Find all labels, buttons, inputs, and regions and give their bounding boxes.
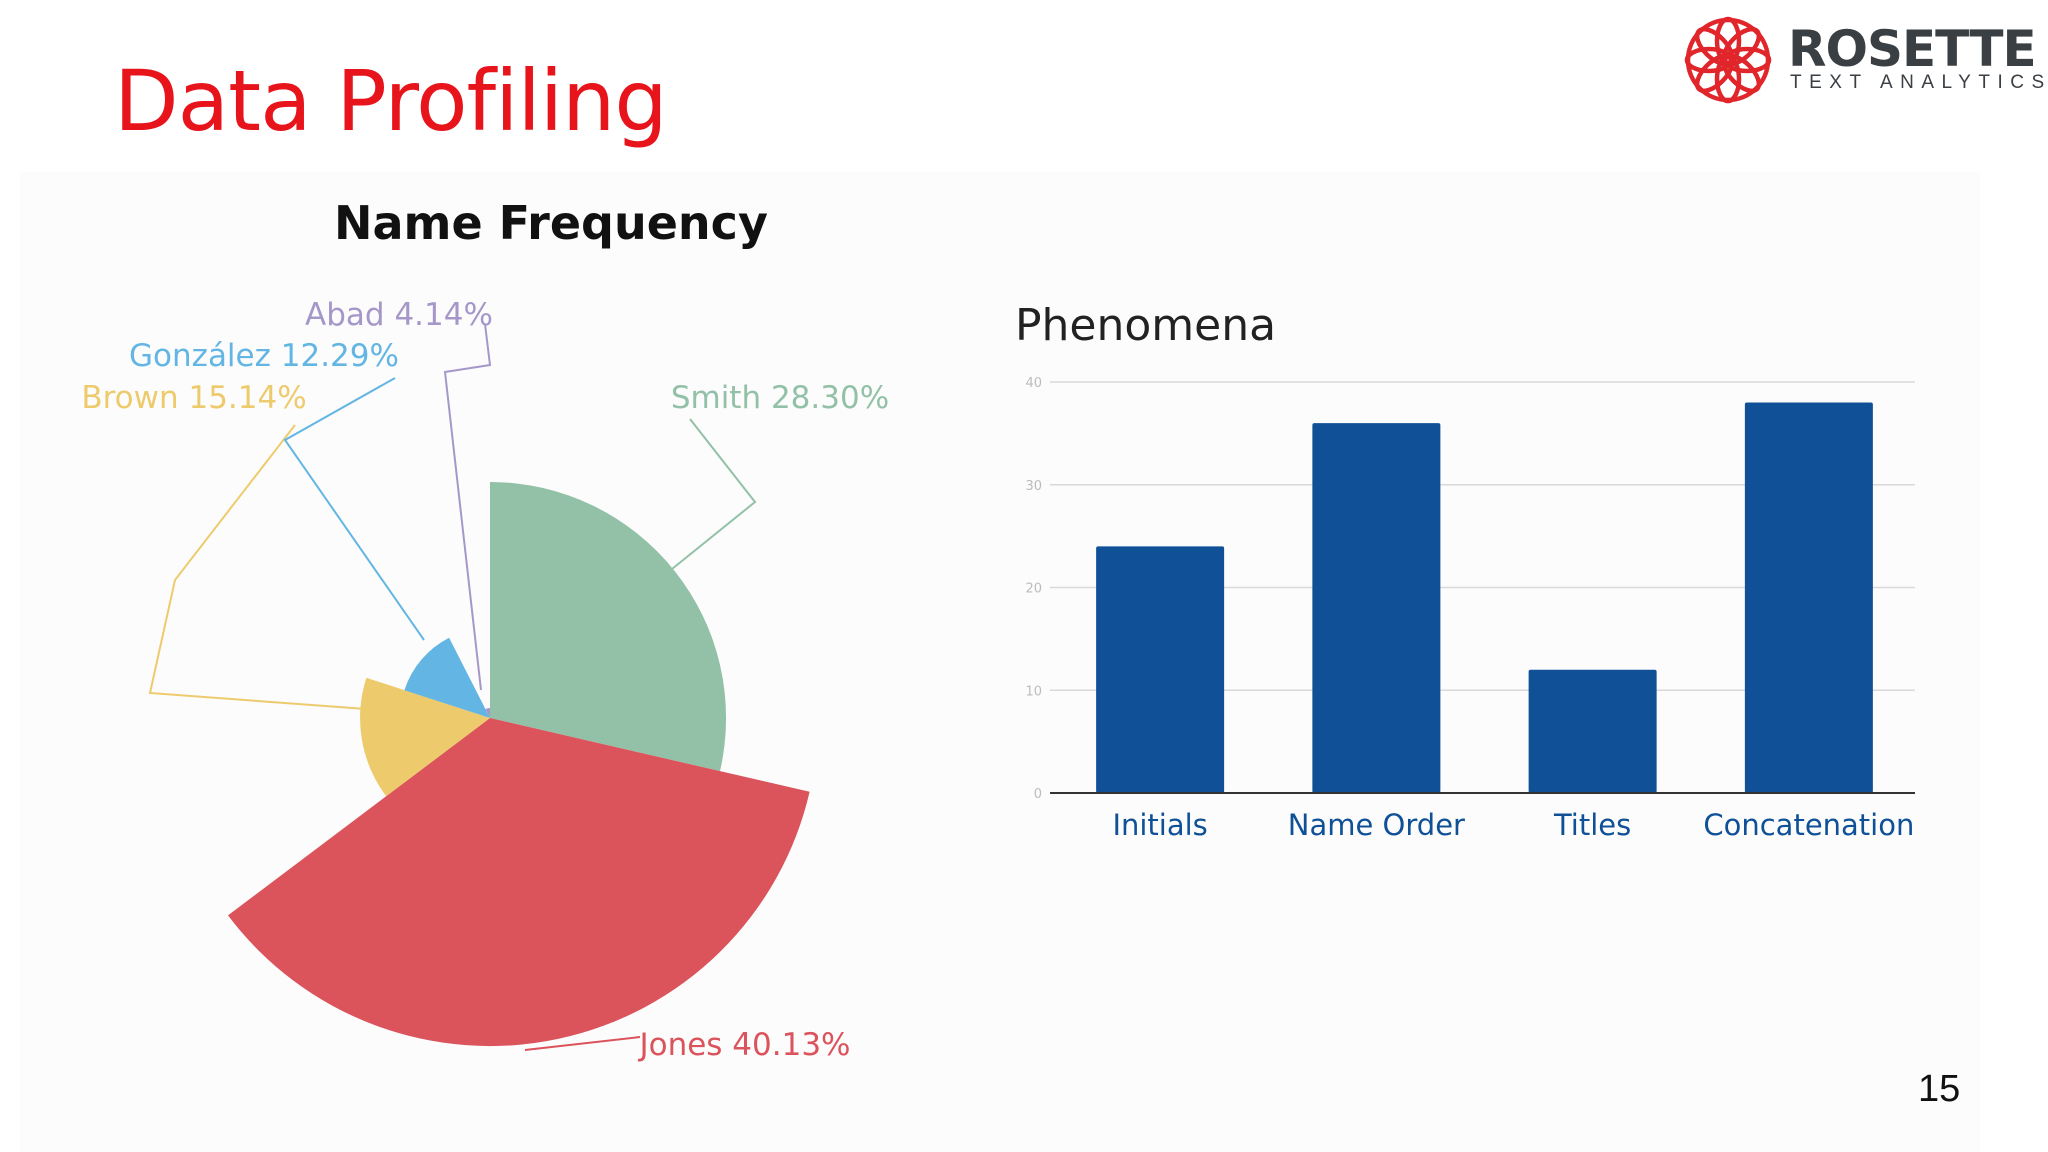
bar-category-label: Titles bbox=[1553, 808, 1631, 842]
pie-leader-line-abad bbox=[443, 323, 492, 691]
pie-label-smith: Smith 28.30% bbox=[671, 380, 889, 416]
pie-slice-abad bbox=[485, 708, 490, 718]
page-number: 15 bbox=[1918, 1068, 1961, 1110]
bar-concatenation bbox=[1744, 402, 1873, 793]
bar-initials bbox=[1096, 546, 1225, 793]
bar-ytick-label: 30 bbox=[1025, 479, 1042, 494]
pie-slice-brown bbox=[360, 677, 490, 797]
slide-title: Data Profiling bbox=[114, 52, 668, 150]
bar-chart: 0 10 20 30 40 Initials Name Order Titles Concate… bbox=[1025, 376, 1915, 842]
bar-ytick-label: 10 bbox=[1025, 684, 1042, 699]
bar-ytick-label: 0 bbox=[1034, 787, 1042, 802]
rosette-flower-icon bbox=[1684, 16, 1772, 104]
pie-chart-title: Name Frequency bbox=[334, 196, 768, 250]
pie-leader-line-smith bbox=[671, 418, 757, 570]
bar-ytick-label: 20 bbox=[1025, 582, 1042, 597]
pie-slice-jones bbox=[228, 718, 810, 1047]
logo-name: ROSETTE bbox=[1788, 20, 2037, 78]
logo-tagline: TEXT ANALYTICS bbox=[1790, 72, 2048, 93]
bar-category-label: Name Order bbox=[1288, 808, 1465, 842]
bar-category-label: Concatenation bbox=[1703, 808, 1914, 842]
pie-label-brown: Brown 15.14% bbox=[81, 380, 306, 416]
pie-label-abad: Abad 4.14% bbox=[305, 297, 493, 333]
pie-leader-line-jones bbox=[524, 1036, 641, 1051]
pie-leader-line-gonzález bbox=[283, 377, 425, 641]
pie-chart: Smith 28.30% Jones 40.13% Brown 15.14% Gonz… bbox=[81, 297, 889, 1063]
pie-slice-smith bbox=[490, 482, 727, 772]
bar-titles bbox=[1528, 669, 1657, 793]
pie-label-jones: Jones 40.13% bbox=[637, 1027, 850, 1063]
bar-chart-title: Phenomena bbox=[1015, 300, 1277, 351]
pie-label-gonzález: González 12.29% bbox=[129, 338, 399, 374]
rosette-logo: ROSETTE TEXT ANALYTICS bbox=[1678, 14, 2044, 104]
pie-slice-gonzález bbox=[404, 637, 490, 718]
bar-category-label: Initials bbox=[1112, 808, 1207, 842]
pie-leader-line-brown bbox=[148, 424, 367, 710]
bar-name-order bbox=[1312, 423, 1441, 793]
bar-ytick-label: 40 bbox=[1025, 376, 1042, 391]
